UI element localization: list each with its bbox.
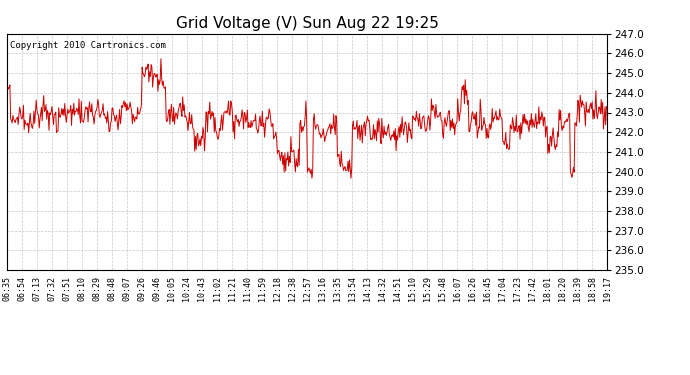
Title: Grid Voltage (V) Sun Aug 22 19:25: Grid Voltage (V) Sun Aug 22 19:25 xyxy=(176,16,438,31)
Text: Copyright 2010 Cartronics.com: Copyright 2010 Cartronics.com xyxy=(10,41,166,50)
